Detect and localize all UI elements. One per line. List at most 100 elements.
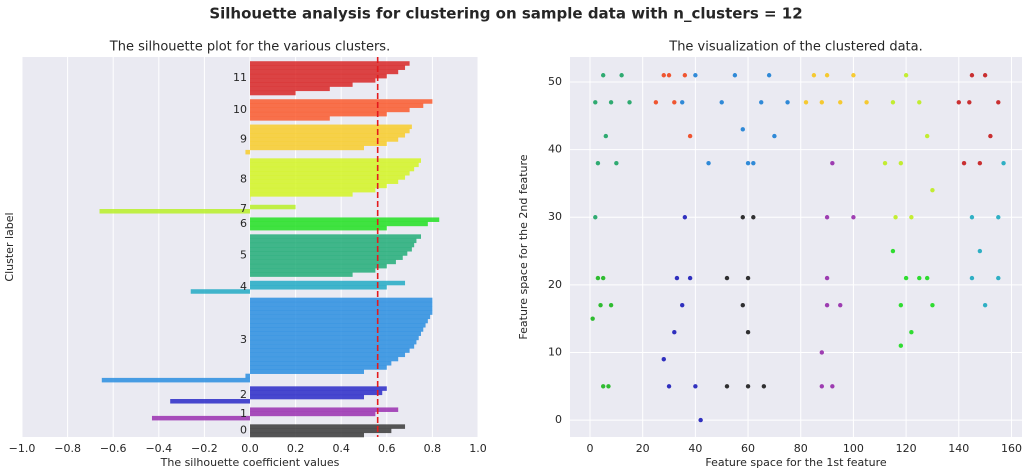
point bbox=[838, 100, 843, 105]
point bbox=[917, 275, 922, 281]
point bbox=[824, 73, 830, 78]
point bbox=[930, 188, 935, 193]
silhouette-bar bbox=[101, 377, 250, 383]
silhouette-bar bbox=[250, 411, 376, 417]
point bbox=[619, 73, 624, 78]
point bbox=[740, 127, 745, 132]
point bbox=[909, 215, 914, 220]
point bbox=[898, 160, 904, 166]
point bbox=[988, 133, 993, 139]
silhouette-bar bbox=[250, 268, 376, 273]
silhouette-bar bbox=[250, 192, 353, 197]
point bbox=[680, 302, 685, 308]
point bbox=[785, 100, 790, 105]
point bbox=[614, 160, 619, 166]
silhouette-bar bbox=[250, 352, 406, 358]
silhouette-bar bbox=[250, 225, 387, 231]
point bbox=[811, 73, 817, 78]
silhouette-bar bbox=[250, 335, 419, 341]
silhouette-bar bbox=[250, 111, 387, 117]
x-tick-label: 0 bbox=[587, 442, 594, 455]
silhouette-bar bbox=[250, 175, 406, 180]
silhouette-bar bbox=[250, 251, 408, 256]
point bbox=[687, 275, 693, 281]
cluster-label: 10 bbox=[233, 103, 247, 116]
point bbox=[608, 100, 614, 105]
silhouette-bar bbox=[250, 99, 433, 104]
point bbox=[956, 100, 961, 105]
point bbox=[751, 160, 756, 166]
x-axis-label: Feature space for the 1st feature bbox=[705, 456, 886, 469]
silhouette-bar bbox=[250, 318, 428, 324]
x-tick-label: 100 bbox=[843, 442, 864, 455]
x-tick-label: 40 bbox=[688, 442, 702, 455]
y-tick-label: 30 bbox=[548, 210, 562, 223]
silhouette-bar bbox=[250, 280, 406, 286]
point bbox=[740, 302, 745, 308]
x-tick-label: −1.0 bbox=[9, 442, 36, 455]
point bbox=[969, 73, 975, 78]
silhouette-bar bbox=[250, 137, 399, 142]
silhouette-bar bbox=[250, 247, 412, 252]
point bbox=[740, 215, 745, 220]
silhouette-bar bbox=[250, 238, 417, 244]
x-tick-label: 0.6 bbox=[378, 442, 396, 455]
silhouette-bar bbox=[250, 145, 364, 151]
silhouette-bar bbox=[250, 65, 406, 70]
silhouette-bar bbox=[250, 339, 417, 345]
point bbox=[851, 215, 856, 220]
point bbox=[830, 160, 835, 166]
silhouette-bar bbox=[250, 166, 415, 172]
y-tick-label: 20 bbox=[548, 278, 562, 291]
point bbox=[761, 384, 767, 389]
point bbox=[661, 73, 666, 78]
chart-title: The silhouette plot for the various clus… bbox=[109, 40, 390, 55]
point bbox=[924, 275, 930, 281]
cluster-label: 0 bbox=[240, 424, 247, 437]
silhouette-bar bbox=[250, 124, 412, 130]
point bbox=[600, 73, 606, 78]
point bbox=[606, 384, 611, 389]
point bbox=[698, 417, 703, 423]
x-tick-label: 0.8 bbox=[424, 442, 442, 455]
point bbox=[719, 100, 724, 105]
silhouette-bar bbox=[250, 162, 419, 168]
point bbox=[745, 275, 751, 281]
silhouette-bar bbox=[250, 272, 353, 277]
point bbox=[593, 215, 598, 220]
x-tick-label: 140 bbox=[948, 442, 969, 455]
point bbox=[893, 215, 898, 220]
point bbox=[882, 160, 888, 166]
point bbox=[682, 73, 688, 78]
point bbox=[772, 133, 777, 139]
y-tick-label: 50 bbox=[548, 75, 562, 88]
x-tick-label: 80 bbox=[794, 442, 808, 455]
point bbox=[745, 384, 751, 389]
point bbox=[917, 100, 922, 105]
point bbox=[864, 100, 869, 105]
point bbox=[693, 73, 698, 78]
silhouette-bar bbox=[250, 263, 387, 269]
x-tick-label: 120 bbox=[896, 442, 917, 455]
point bbox=[766, 73, 772, 78]
y-axis-label: Cluster label bbox=[3, 212, 16, 281]
x-axis-label: The silhouette coefficient values bbox=[160, 456, 340, 469]
point bbox=[598, 302, 603, 308]
point bbox=[1001, 160, 1006, 166]
point bbox=[819, 350, 825, 355]
silhouette-bar bbox=[250, 116, 330, 121]
x-tick-label: 0.4 bbox=[332, 442, 350, 455]
silhouette-bar bbox=[250, 141, 387, 146]
silhouette-bar bbox=[250, 255, 403, 260]
cluster-label: 8 bbox=[240, 172, 247, 185]
silhouette-bar bbox=[250, 204, 296, 210]
point bbox=[608, 302, 614, 308]
point bbox=[627, 100, 632, 105]
figure-title: Silhouette analysis for clustering on sa… bbox=[209, 5, 802, 23]
plot-area bbox=[570, 57, 1022, 437]
point bbox=[745, 329, 751, 335]
x-tick-label: 20 bbox=[636, 442, 650, 455]
point bbox=[600, 275, 606, 281]
silhouette-bar bbox=[250, 196, 251, 201]
point bbox=[890, 248, 896, 254]
